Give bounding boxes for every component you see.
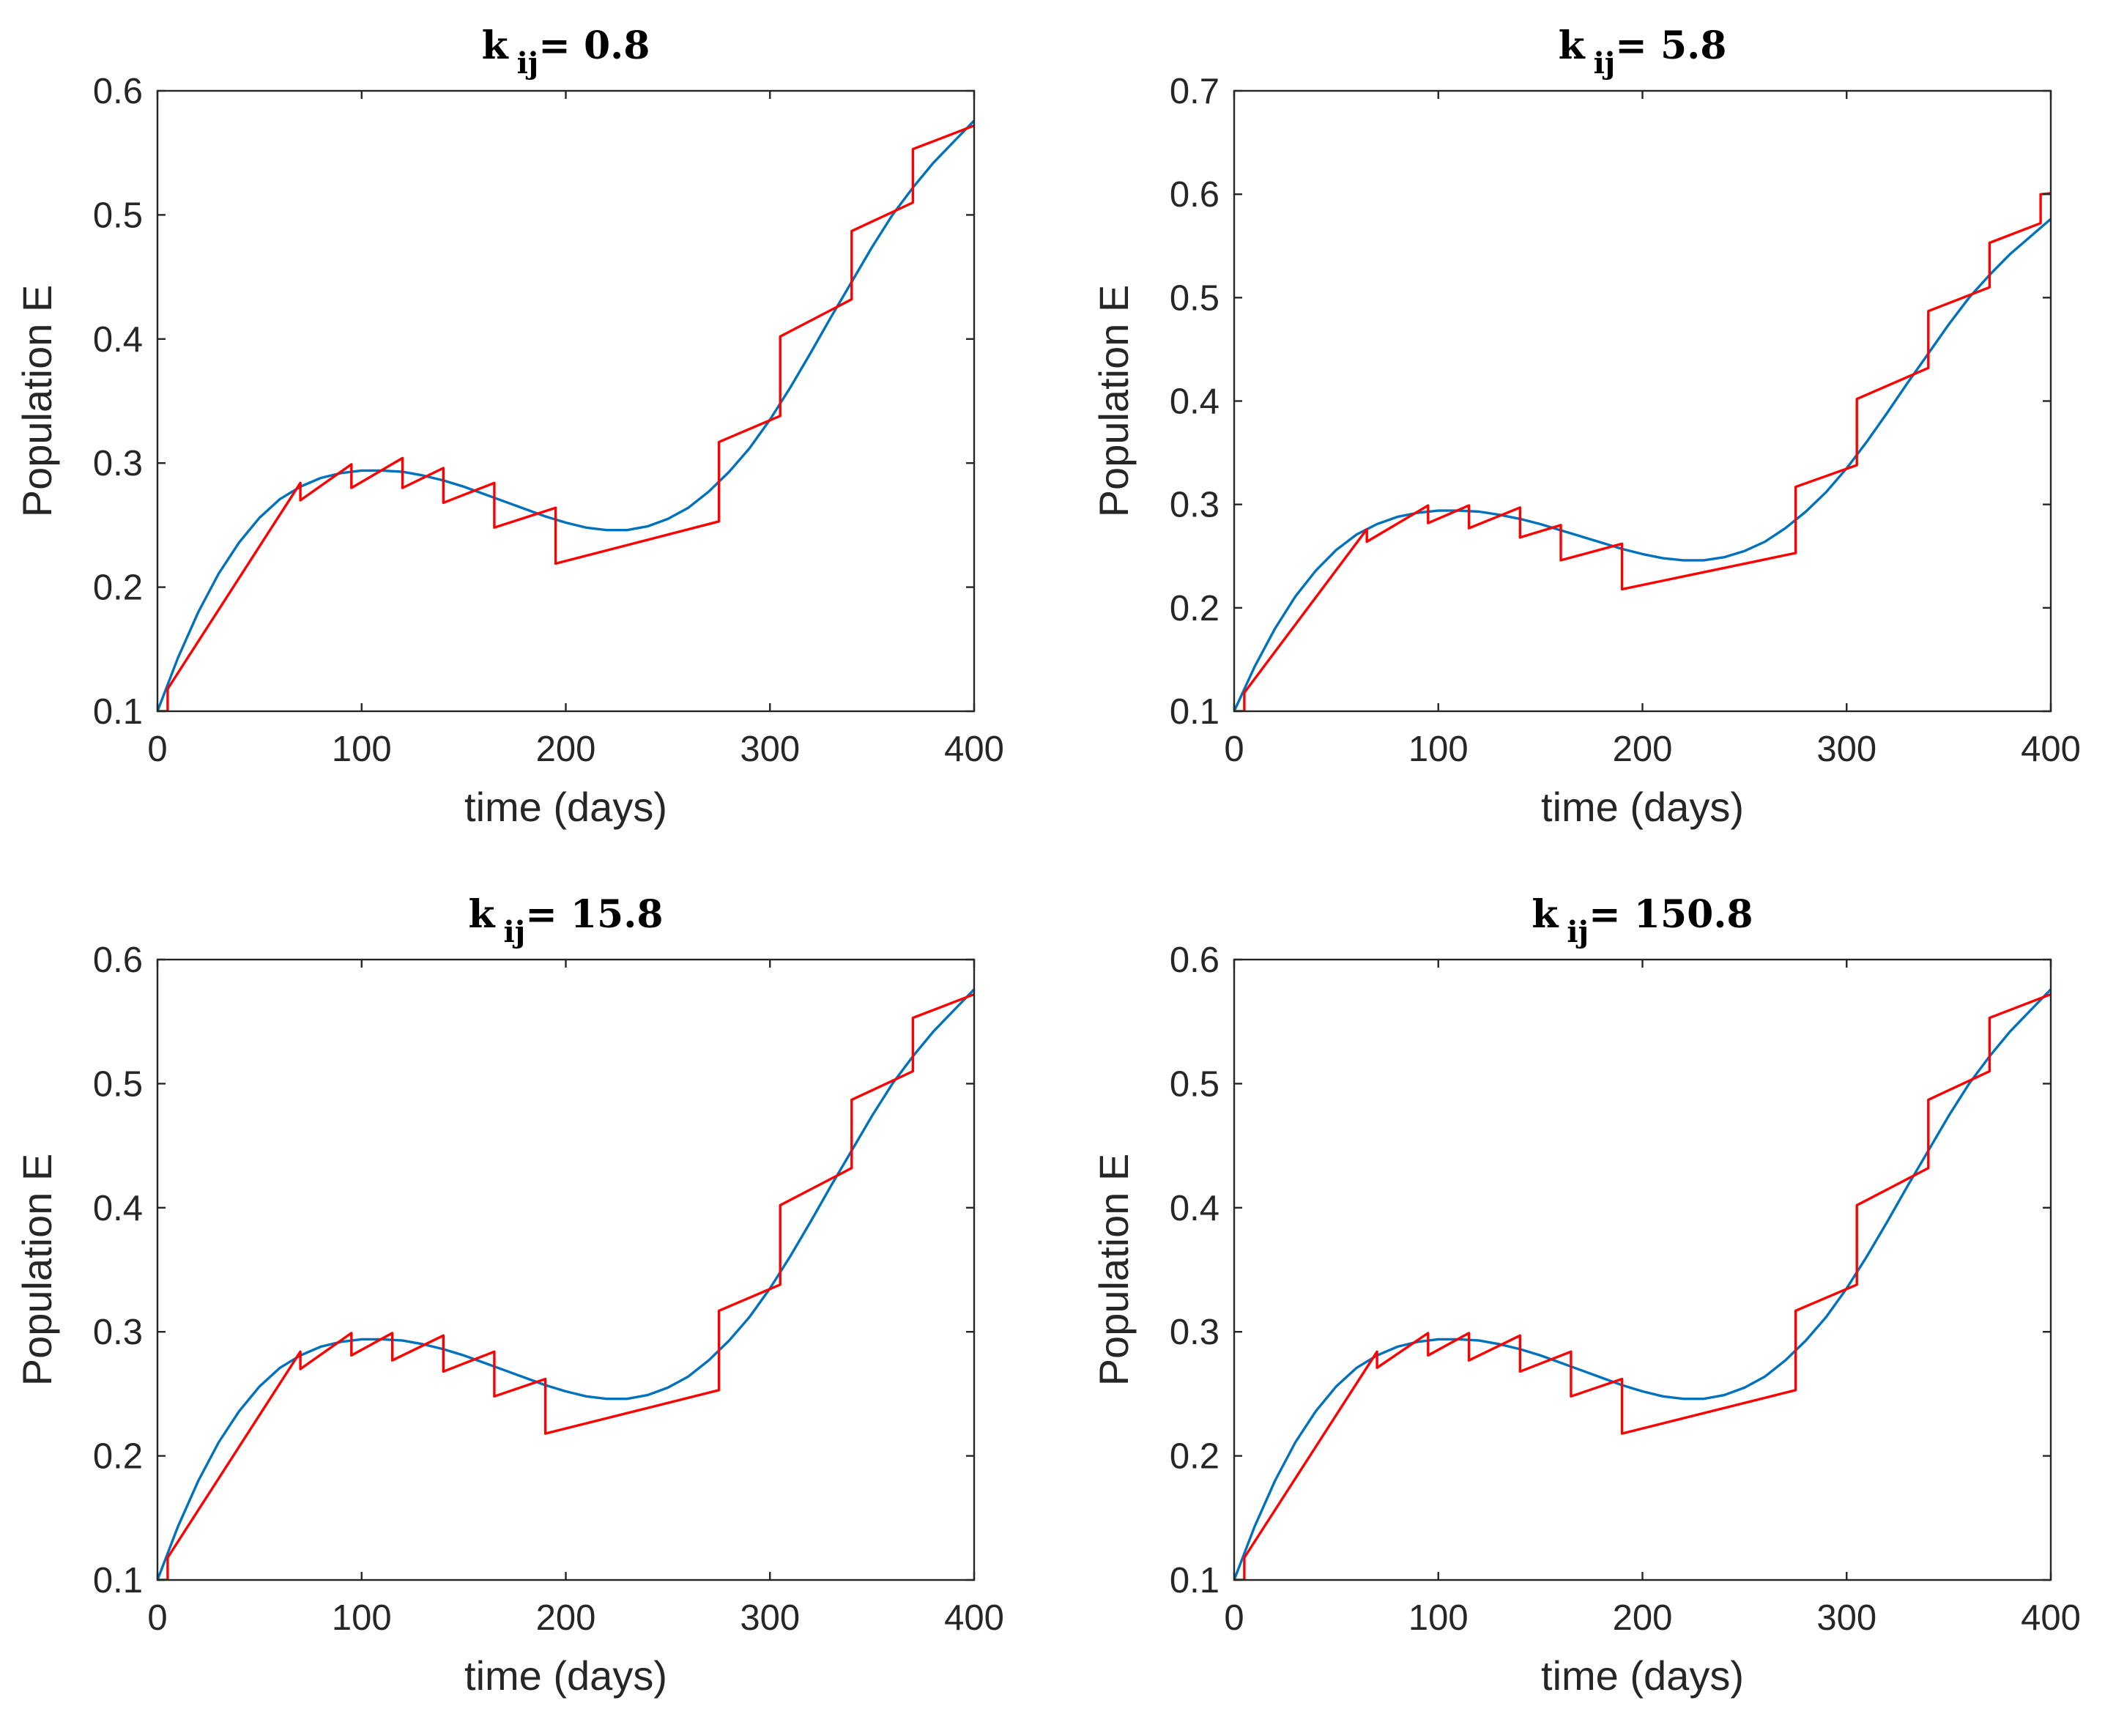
y-tick-label: 0.1: [1170, 1561, 1219, 1600]
y-tick-label: 0.4: [1170, 382, 1219, 422]
y-tick-label: 0.2: [1170, 589, 1219, 628]
y-tick-label: 0.5: [93, 1064, 143, 1104]
x-tick-label: 100: [1408, 1598, 1469, 1638]
title-value: = 5.8: [1615, 23, 1726, 68]
y-tick-label: 0.4: [1170, 1189, 1219, 1228]
title-k: k: [468, 892, 495, 937]
y-tick-label: 0.7: [1170, 72, 1219, 111]
series-line-impulsive: [1234, 192, 2051, 711]
x-tick-label: 300: [740, 1598, 800, 1638]
y-tick-label: 0.3: [93, 1313, 143, 1352]
title-subscript: ij: [1594, 46, 1616, 81]
title-value: = 150.8: [1589, 892, 1753, 937]
title-subscript: ij: [504, 915, 526, 949]
subplot-title: k ij= 5.8: [1559, 23, 1727, 81]
y-tick-label: 0.1: [93, 1561, 143, 1600]
series-line-continuous: [1234, 218, 2051, 711]
y-tick-label: 0.5: [1170, 1064, 1219, 1104]
axes-frame: [156, 89, 976, 713]
x-tick-label: 300: [740, 730, 800, 769]
subplot-3: 0 100 200 300 400 0.1 0.2 0.3 0.4 0.5 0.6 time (day…: [14, 892, 1004, 1699]
x-axis-label: time (days): [464, 784, 667, 830]
title-value: = 0.8: [538, 23, 650, 68]
series-line-continuous: [1234, 988, 2051, 1580]
title-subscript: ij: [1567, 915, 1589, 949]
y-tick-label: 0.3: [93, 444, 143, 483]
y-tick-label: 0.4: [93, 320, 143, 360]
axes-frame: [1233, 89, 2052, 713]
subplot-2: 0 100 200 300 400 0.1 0.2 0.3 0.4 0.5 0.6 0.7 time (…: [1091, 23, 2081, 830]
title-k: k: [1532, 892, 1559, 937]
x-tick-label: 0: [147, 1598, 167, 1638]
y-tick-label: 0.4: [93, 1189, 143, 1228]
y-tick-label: 0.6: [1170, 175, 1219, 215]
title-k: k: [482, 23, 509, 68]
y-tick-label: 0.5: [93, 196, 143, 235]
x-tick-label: 0: [1224, 730, 1244, 769]
x-tick-label: 300: [1816, 730, 1876, 769]
y-tick-label: 0.2: [93, 1437, 143, 1477]
x-tick-label: 0: [147, 730, 167, 769]
y-tick-label: 0.1: [93, 692, 143, 732]
y-axis-label: Population E: [1091, 285, 1137, 518]
y-axis-label: Population E: [14, 285, 60, 518]
y-tick-label: 0.6: [93, 72, 143, 111]
series-line-continuous: [157, 988, 974, 1580]
y-tick-label: 0.3: [1170, 1313, 1219, 1352]
axes-frame: [1233, 958, 2052, 1581]
subplot-1: 0 100 200 300 400 0.1 0.2 0.3 0.4 0.5 0.6 time (day…: [14, 23, 1004, 830]
x-tick-label: 0: [1224, 1598, 1244, 1638]
y-axis-label: Population E: [1091, 1154, 1137, 1387]
x-tick-label: 400: [944, 730, 1004, 769]
x-tick-label: 100: [332, 730, 392, 769]
x-axis-label: time (days): [1541, 784, 1744, 830]
title-subscript: ij: [517, 46, 539, 81]
series-line-impulsive: [157, 993, 974, 1580]
subplot-4: 0 100 200 300 400 0.1 0.2 0.3 0.4 0.5 0.6 time (day…: [1091, 892, 2081, 1699]
title-k: k: [1559, 23, 1586, 68]
y-tick-label: 0.2: [1170, 1437, 1219, 1477]
subplot-title: k ij= 15.8: [468, 892, 663, 949]
x-tick-label: 100: [1408, 730, 1469, 769]
series-line-impulsive: [1234, 993, 2051, 1580]
y-tick-label: 0.6: [1170, 941, 1219, 980]
y-tick-label: 0.3: [1170, 486, 1219, 525]
x-axis-label: time (days): [464, 1652, 667, 1699]
x-tick-label: 400: [2021, 730, 2081, 769]
axes-frame: [156, 958, 976, 1581]
x-axis-label: time (days): [1541, 1652, 1744, 1699]
x-tick-label: 400: [944, 1598, 1004, 1638]
y-axis-label: Population E: [14, 1154, 60, 1387]
series-line-continuous: [157, 119, 974, 711]
title-value: = 15.8: [525, 892, 663, 937]
x-tick-label: 100: [332, 1598, 392, 1638]
x-tick-label: 200: [1613, 1598, 1673, 1638]
y-tick-label: 0.6: [93, 941, 143, 980]
x-tick-label: 200: [536, 730, 596, 769]
x-tick-label: 400: [2021, 1598, 2081, 1638]
y-tick-label: 0.5: [1170, 278, 1219, 318]
x-tick-label: 200: [1613, 730, 1673, 769]
series-line-impulsive: [157, 124, 974, 711]
x-tick-label: 200: [536, 1598, 596, 1638]
subplot-title: k ij= 0.8: [482, 23, 650, 81]
y-tick-label: 0.2: [93, 568, 143, 608]
x-tick-label: 300: [1816, 1598, 1876, 1638]
subplot-title: k ij= 150.8: [1532, 892, 1753, 949]
y-tick-label: 0.1: [1170, 692, 1219, 732]
